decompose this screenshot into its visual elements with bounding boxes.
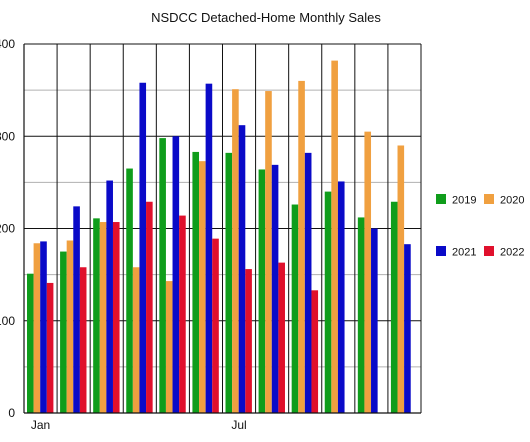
legend-label-2022: 2022 [500, 247, 524, 259]
bar-2019-apr [126, 168, 133, 413]
bar-2020-nov [364, 131, 372, 413]
bar-2019-aug [258, 169, 266, 413]
chart-title: NSDCC Detached-Home Monthly Sales [151, 10, 381, 25]
bar-2022-aug [278, 262, 285, 413]
bar-2019-sep [291, 204, 299, 413]
bar-2021-dec [404, 244, 411, 413]
bar-2019-mar [93, 218, 100, 413]
bar-2020-jun [199, 161, 206, 413]
bar-2022-apr [146, 201, 153, 413]
bar-2021-mar [106, 180, 113, 413]
y-tick-label: 200 [0, 222, 15, 236]
bars [27, 60, 411, 414]
bar-2019-may [159, 138, 166, 413]
bar-2022-may [179, 215, 186, 413]
bar-2020-may [165, 281, 173, 413]
legend-swatch-2022 [484, 246, 494, 256]
bar-2022-jul [245, 269, 252, 413]
legend-swatch-2019 [436, 194, 446, 204]
bar-2019-feb [60, 251, 67, 413]
bar-2019-nov [357, 217, 365, 413]
bar-2021-apr [139, 82, 147, 413]
bar-2020-apr [132, 267, 140, 413]
bar-2021-jan [40, 241, 47, 413]
bar-2021-oct [337, 181, 345, 413]
bar-2020-sep [298, 80, 305, 414]
legend-label-2019: 2019 [452, 195, 476, 207]
bar-2020-jul [232, 89, 239, 413]
bar-2020-oct [331, 60, 338, 414]
bar-2020-feb [66, 240, 74, 413]
bar-2019-jan [27, 273, 34, 413]
legend: 2019 2020 2021 2022 [436, 194, 524, 259]
y-tick-label: 300 [0, 129, 15, 143]
bar-2022-feb [79, 267, 87, 413]
bar-2019-oct [324, 191, 332, 413]
y-tick-label: 400 [0, 37, 15, 51]
bar-2019-jun [192, 151, 200, 413]
y-tick-label: 100 [0, 314, 15, 328]
y-tick-label: 0 [8, 406, 15, 420]
bar-2021-jun [205, 83, 213, 414]
bar-2022-jan [46, 282, 54, 413]
bar-2021-nov [371, 228, 378, 413]
bar-2021-aug [271, 164, 279, 413]
bar-2019-jul [225, 152, 233, 414]
bar-2020-aug [265, 91, 272, 414]
legend-label-2020: 2020 [500, 195, 524, 207]
x-tick-label: Jan [31, 418, 50, 432]
bar-2022-mar [112, 222, 120, 413]
grid-lines [23, 43, 422, 414]
bar-2021-may [172, 136, 180, 413]
bar-2022-sep [311, 290, 319, 413]
bar-2021-jul [238, 125, 246, 414]
axes: 0 100 200 300 400 Jan Jul [0, 37, 421, 432]
legend-swatch-2021 [436, 246, 446, 256]
bar-2020-mar [99, 222, 107, 413]
bar-2021-feb [73, 206, 80, 413]
legend-swatch-2020 [484, 194, 494, 204]
bar-2020-jan [33, 243, 41, 413]
legend-label-2021: 2021 [452, 247, 476, 259]
bar-2022-jun [212, 238, 219, 413]
bar-2021-sep [304, 152, 312, 414]
x-tick-label: Jul [231, 418, 246, 432]
bar-2020-dec [397, 145, 405, 414]
bar-2019-dec [390, 201, 398, 413]
